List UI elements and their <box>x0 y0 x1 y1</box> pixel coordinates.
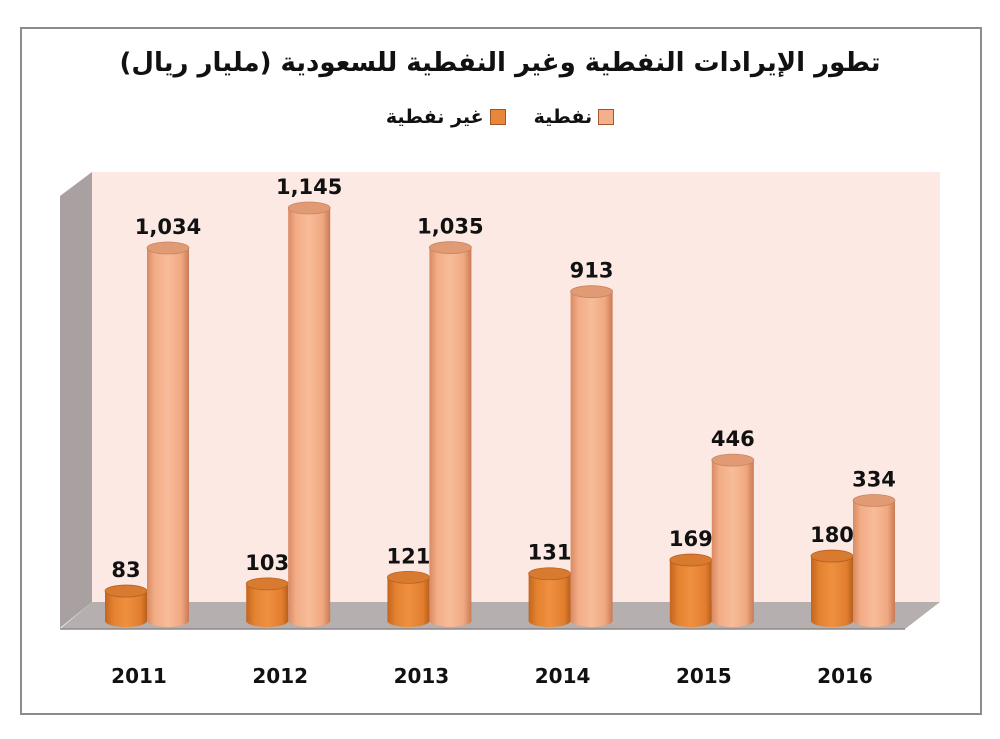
bar-oil-2015 <box>711 453 755 627</box>
data-label: 121 <box>386 544 430 568</box>
legend-item-non-oil: غير نفطية <box>386 106 506 128</box>
bar-non-oil-2015 <box>669 553 713 627</box>
data-label: 1,034 <box>135 215 201 239</box>
x-axis-label-2012: 2012 <box>252 664 308 688</box>
x-axis-label-2014: 2014 <box>535 664 591 688</box>
data-label: 83 <box>111 558 140 582</box>
chart-title: تطور الإيرادات النفطية وغير النفطية للسع… <box>119 48 881 78</box>
data-label: 131 <box>528 541 572 565</box>
data-label: 103 <box>245 551 289 575</box>
data-label: 169 <box>669 527 713 551</box>
bar-oil-2013 <box>428 241 472 627</box>
bar-non-oil-2014 <box>528 567 571 627</box>
side-wall <box>60 172 92 628</box>
bars-group <box>104 201 896 627</box>
legend-swatch-oil-icon <box>598 109 615 125</box>
data-label: 1,145 <box>276 175 342 199</box>
legend-label-non-oil: غير نفطية <box>385 106 484 128</box>
chart-legend: نفطية غير نفطية <box>0 106 1000 128</box>
bar-oil-2016 <box>852 494 896 627</box>
bar-oil-2012 <box>287 201 331 627</box>
x-axis-label-2015: 2015 <box>676 664 732 688</box>
data-label: 913 <box>570 259 614 283</box>
data-label: 334 <box>852 468 896 492</box>
bar-oil-2014 <box>570 285 613 627</box>
x-axis-label-2011: 2011 <box>111 664 167 688</box>
legend-label-oil: نفطية <box>533 106 593 128</box>
floor <box>60 602 940 629</box>
bar-non-oil-2013 <box>386 570 430 627</box>
bar-oil-2011 <box>146 241 190 627</box>
data-label: 446 <box>711 427 755 451</box>
x-axis-label-2013: 2013 <box>394 664 450 688</box>
x-axis-label-2016: 2016 <box>817 664 873 688</box>
legend-item-oil: نفطية <box>534 106 615 128</box>
x-axis-labels: 2011 2012 2013 2014 2015 2016 <box>111 664 873 688</box>
bar-non-oil-2012 <box>245 577 289 627</box>
data-labels-group: 83 1,034 103 1,145 121 1,035 131 913 169 446 180 33… <box>111 175 896 582</box>
bar-non-oil-2011 <box>104 584 148 627</box>
data-label: 1,035 <box>417 215 483 239</box>
data-label: 180 <box>810 523 854 547</box>
legend-swatch-non-oil-icon <box>489 109 506 125</box>
bar-non-oil-2016 <box>810 549 854 627</box>
